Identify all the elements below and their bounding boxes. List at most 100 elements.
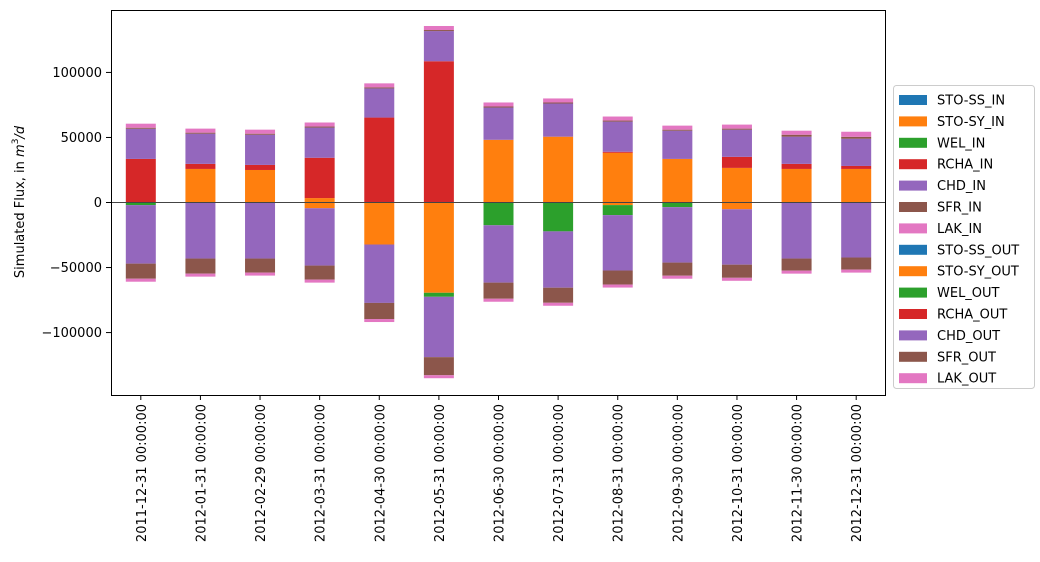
y-axis: −100000 −50000 0 50000 100000 xyxy=(41,66,111,341)
x-tick-label: 2012-06-30 00:00:00 xyxy=(493,404,508,542)
bar-segment-sfr_out xyxy=(602,270,633,285)
bar-segment-chd_in xyxy=(364,88,395,118)
bar-segment-lak_in xyxy=(364,83,395,88)
legend-swatch xyxy=(899,137,927,148)
bar-segment-chd_in xyxy=(185,133,216,164)
bar-segment-sfr_in xyxy=(185,132,216,134)
bar-segment-sto-sy_in xyxy=(841,168,872,203)
bar-segment-sfr_out xyxy=(364,302,395,320)
bar-segment-sto-sy_out xyxy=(423,202,454,293)
bar-segment-sto-sy_in xyxy=(662,158,693,203)
bar-segment-sfr_in xyxy=(483,106,514,108)
legend-swatch xyxy=(899,223,927,234)
legend-swatch xyxy=(899,330,927,341)
legend-label: RCHA_OUT xyxy=(937,308,1007,323)
legend-label: STO-SS_OUT xyxy=(937,243,1019,258)
bar-segment-sfr_out xyxy=(185,258,216,274)
legend-swatch xyxy=(899,202,927,212)
bar-segment-lak_out xyxy=(125,278,156,282)
bar-segment-chd_out xyxy=(304,208,335,266)
bar-segment-sfr_in xyxy=(662,129,693,131)
bar-segment-wel_out xyxy=(125,202,156,206)
bar-segment-lak_in xyxy=(602,116,633,121)
bar-segment-chd_out xyxy=(185,202,216,259)
bar-segment-chd_in xyxy=(245,134,276,165)
legend: STO-SS_IN STO-SY_IN WEL_IN RCHA_IN CHD_IN SFR… xyxy=(893,85,1035,389)
bar-segment-sto-sy_in xyxy=(245,169,276,203)
bar-segment-lak_out xyxy=(483,298,514,302)
bar-segment-rcha_in xyxy=(602,151,633,153)
bar-segment-lak_in xyxy=(304,122,335,127)
bar-segment-lak_in xyxy=(483,102,514,107)
legend-swatch xyxy=(899,180,927,191)
bar-segment-lak_out xyxy=(245,272,276,276)
bar-segment-lak_out xyxy=(543,302,574,306)
bar-segment-sfr_out xyxy=(543,287,574,303)
bar-segment-chd_in xyxy=(543,103,574,137)
bar-segment-lak_out xyxy=(304,279,335,283)
bar-segment-lak_in xyxy=(721,124,752,129)
x-tick-label: 2012-04-30 00:00:00 xyxy=(373,404,388,542)
legend-swatch xyxy=(899,244,927,255)
bar-segment-chd_out xyxy=(721,209,752,265)
bar-segment-sfr_in xyxy=(304,126,335,128)
bar-segment-chd_out xyxy=(662,207,693,263)
bar-segment-wel_out xyxy=(662,202,693,208)
y-tick-label: −50000 xyxy=(50,261,102,276)
bar-segment-rcha_in xyxy=(125,158,156,203)
bar-segment-chd_out xyxy=(423,296,454,358)
bar-segment-sfr_in xyxy=(721,128,752,130)
bar-segment-sfr_out xyxy=(721,264,752,278)
bar-segment-lak_out xyxy=(662,275,693,279)
bar-segment-sfr_in xyxy=(602,120,633,122)
bar-segment-lak_out xyxy=(364,319,395,323)
bar-segment-chd_in xyxy=(423,31,454,62)
legend-label: CHD_OUT xyxy=(937,329,1000,344)
bar-segment-rcha_in xyxy=(781,163,812,169)
bar-segment-sto-sy_in xyxy=(185,168,216,203)
bar-segment-lak_in xyxy=(423,25,454,31)
legend-box xyxy=(893,85,1035,389)
bar-segment-chd_out xyxy=(483,225,514,283)
bars-layer xyxy=(125,25,872,379)
bar-segment-sto-sy_in xyxy=(543,136,574,203)
x-tick-label: 2012-07-31 00:00:00 xyxy=(552,404,567,542)
legend-label: LAK_OUT xyxy=(937,372,996,387)
bar-segment-lak_in xyxy=(125,123,156,128)
bar-segment-sfr_in xyxy=(245,133,276,135)
x-tick-label: 2012-11-30 00:00:00 xyxy=(791,404,806,542)
bar-segment-chd_in xyxy=(662,130,693,159)
legend-label: SFR_IN xyxy=(937,201,982,216)
bar-segment-chd_out xyxy=(245,202,276,259)
legend-swatch xyxy=(899,95,927,105)
legend-label: CHD_IN xyxy=(937,179,986,194)
y-tick-label: −100000 xyxy=(41,326,102,341)
bar-segment-chd_in xyxy=(483,107,514,140)
bar-segment-lak_in xyxy=(841,131,872,137)
legend-swatch xyxy=(899,287,927,298)
bar-segment-lak_in xyxy=(543,98,574,103)
x-tick-label: 2012-10-31 00:00:00 xyxy=(731,404,746,542)
legend-label: STO-SY_IN xyxy=(937,115,1005,130)
bar-segment-sfr_in xyxy=(841,136,872,139)
bar-segment-chd_out xyxy=(125,205,156,264)
bar-segment-sfr_out xyxy=(423,357,454,376)
bar-segment-rcha_in xyxy=(304,157,335,199)
bar-segment-chd_out xyxy=(781,202,812,259)
bar-segment-sto-sy_in xyxy=(602,152,633,203)
bar-segment-sfr_out xyxy=(245,258,276,273)
y-tick-label: 50000 xyxy=(61,131,102,146)
bar-segment-chd_out xyxy=(364,244,395,303)
bar-segment-lak_in xyxy=(781,130,812,135)
legend-label: WEL_IN xyxy=(937,136,985,151)
legend-label: LAK_IN xyxy=(937,222,982,237)
bar-segment-chd_in xyxy=(781,136,812,164)
bar-segment-chd_out xyxy=(841,202,872,258)
y-axis-label: Simulated Flux, in m3/d xyxy=(11,125,28,278)
bar-segment-lak_out xyxy=(841,269,872,273)
legend-label: STO-SS_IN xyxy=(937,94,1005,109)
bar-segment-sfr_in xyxy=(364,87,395,89)
bar-segment-sto-sy_out xyxy=(364,202,395,245)
bar-segment-sfr_in xyxy=(781,134,812,137)
legend-label: SFR_OUT xyxy=(937,350,996,365)
